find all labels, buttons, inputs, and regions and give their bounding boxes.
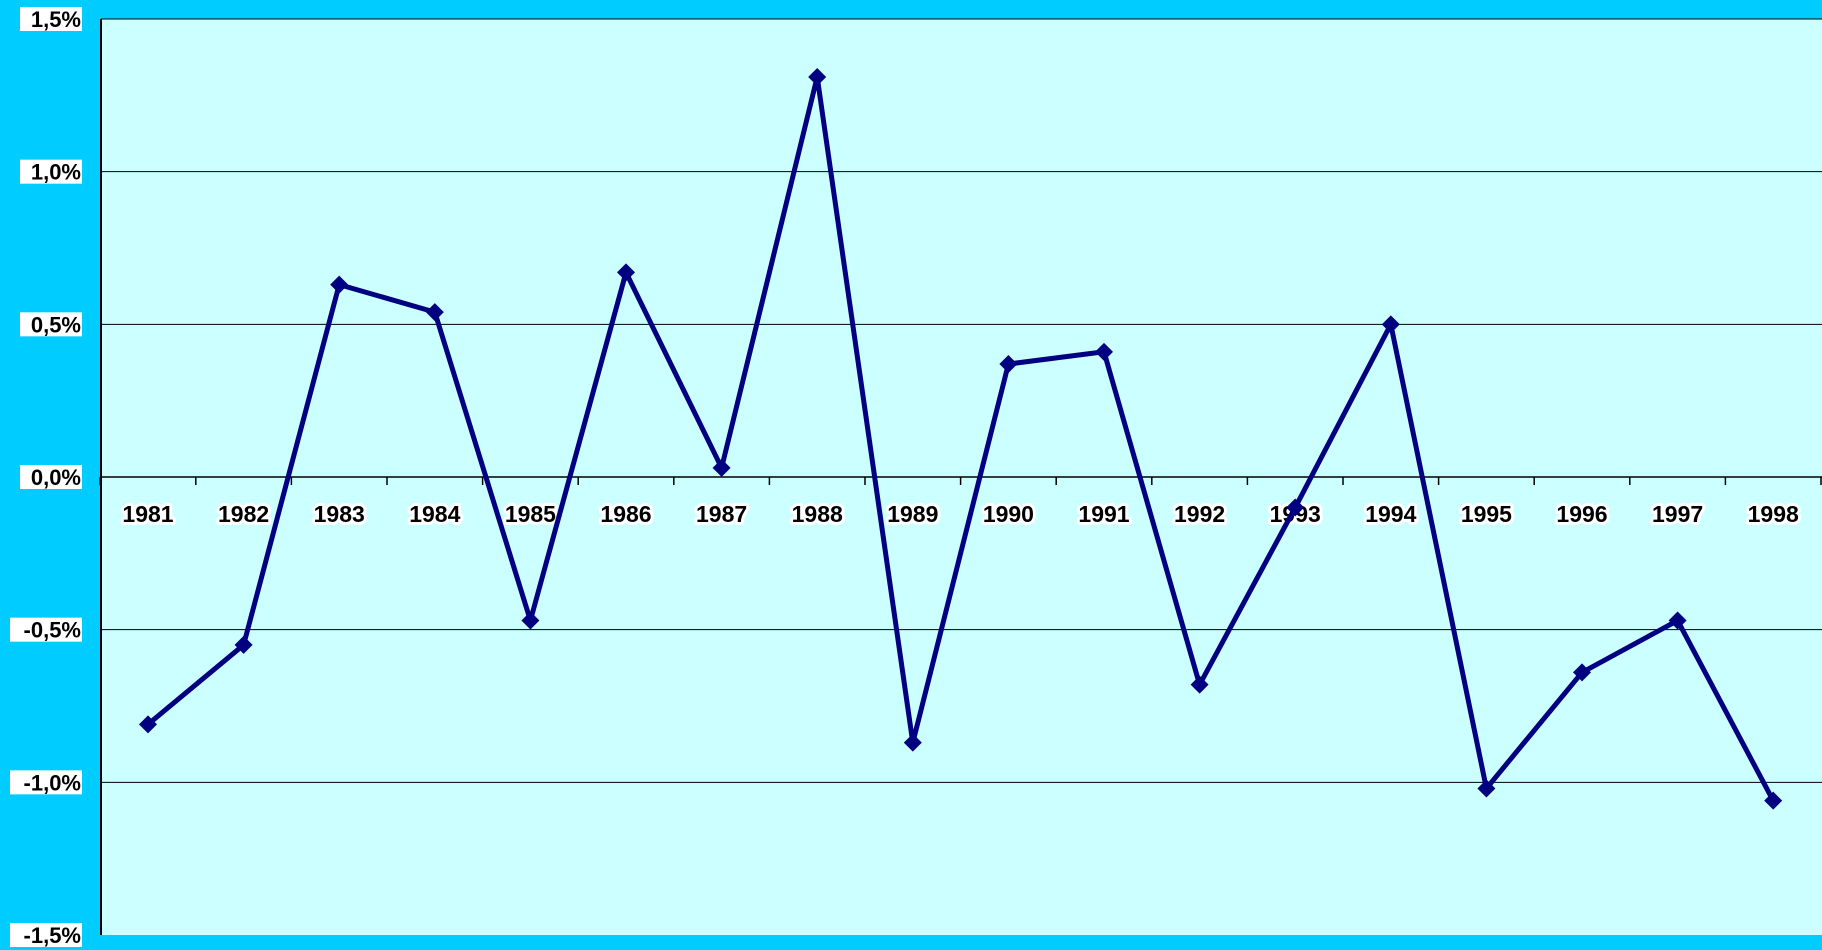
y-tick-label: 1,0% <box>31 160 81 185</box>
data-point-marker <box>1190 675 1209 694</box>
y-axis-tick-labels: 1,5% 1,0% 0,5% 0,0% -0,5% -1,0% -1,5% <box>10 7 82 948</box>
y-tick-label-background <box>20 465 82 489</box>
data-point-marker <box>330 275 349 294</box>
y-tick-label: 1,5% <box>31 7 81 32</box>
data-point-marker <box>521 611 540 630</box>
x-tick-label: 1991 <box>1078 501 1129 527</box>
y-tick-label: 0,5% <box>31 312 81 337</box>
x-tick-label: 1985 <box>505 501 556 527</box>
y-tick-label-background <box>20 7 82 31</box>
data-point-marker <box>1573 663 1591 682</box>
data-point-marker <box>1477 779 1496 798</box>
x-tick-label: 1987 <box>696 501 747 527</box>
x-tick-label: 1996 <box>1556 501 1607 527</box>
y-tick-label-background <box>10 923 82 947</box>
x-tick-label: 1997 <box>1652 501 1703 527</box>
x-tick-label: 1983 <box>314 501 365 527</box>
data-point-marker <box>712 458 731 477</box>
data-point-marker <box>425 303 444 322</box>
x-tick-label: 1990 <box>983 501 1034 527</box>
x-tick-label: 1984 <box>409 501 460 527</box>
x-tick-label: 1992 <box>1174 501 1225 527</box>
x-axis-ticks <box>99 477 1822 485</box>
data-point-marker <box>808 68 827 87</box>
data-point-marker <box>1286 498 1305 517</box>
series-line-group <box>139 68 1783 810</box>
x-tick-label: 1989 <box>887 501 938 527</box>
x-tick-label: 1982 <box>218 501 269 527</box>
y-tick-label-background <box>10 770 82 795</box>
x-tick-label: 1988 <box>792 501 843 527</box>
data-point-marker <box>139 715 157 734</box>
data-point-marker <box>234 635 253 654</box>
y-tick-label: -1,5% <box>24 923 81 948</box>
x-tick-label: 1981 <box>122 501 173 527</box>
data-point-marker <box>1095 342 1113 361</box>
data-point-marker <box>1764 791 1783 810</box>
data-point-marker <box>617 263 635 282</box>
x-tick-label: 1986 <box>600 501 651 527</box>
y-tick-label: 0,0% <box>31 465 81 490</box>
data-point-marker <box>903 733 922 752</box>
data-point-marker <box>1381 315 1400 334</box>
x-tick-label: 1995 <box>1461 501 1512 527</box>
x-tick-label: 1994 <box>1365 501 1416 527</box>
series-line <box>146 76 1776 802</box>
y-tick-label-background <box>20 159 82 184</box>
x-tick-label: 1998 <box>1748 501 1799 527</box>
data-point-marker <box>999 355 1018 374</box>
y-tick-label-background <box>20 312 82 337</box>
y-tick-label: -1,0% <box>24 770 81 795</box>
y-tick-label-background <box>10 617 82 642</box>
y-tick-label: -0,5% <box>24 618 81 643</box>
data-point-marker <box>1668 611 1687 630</box>
